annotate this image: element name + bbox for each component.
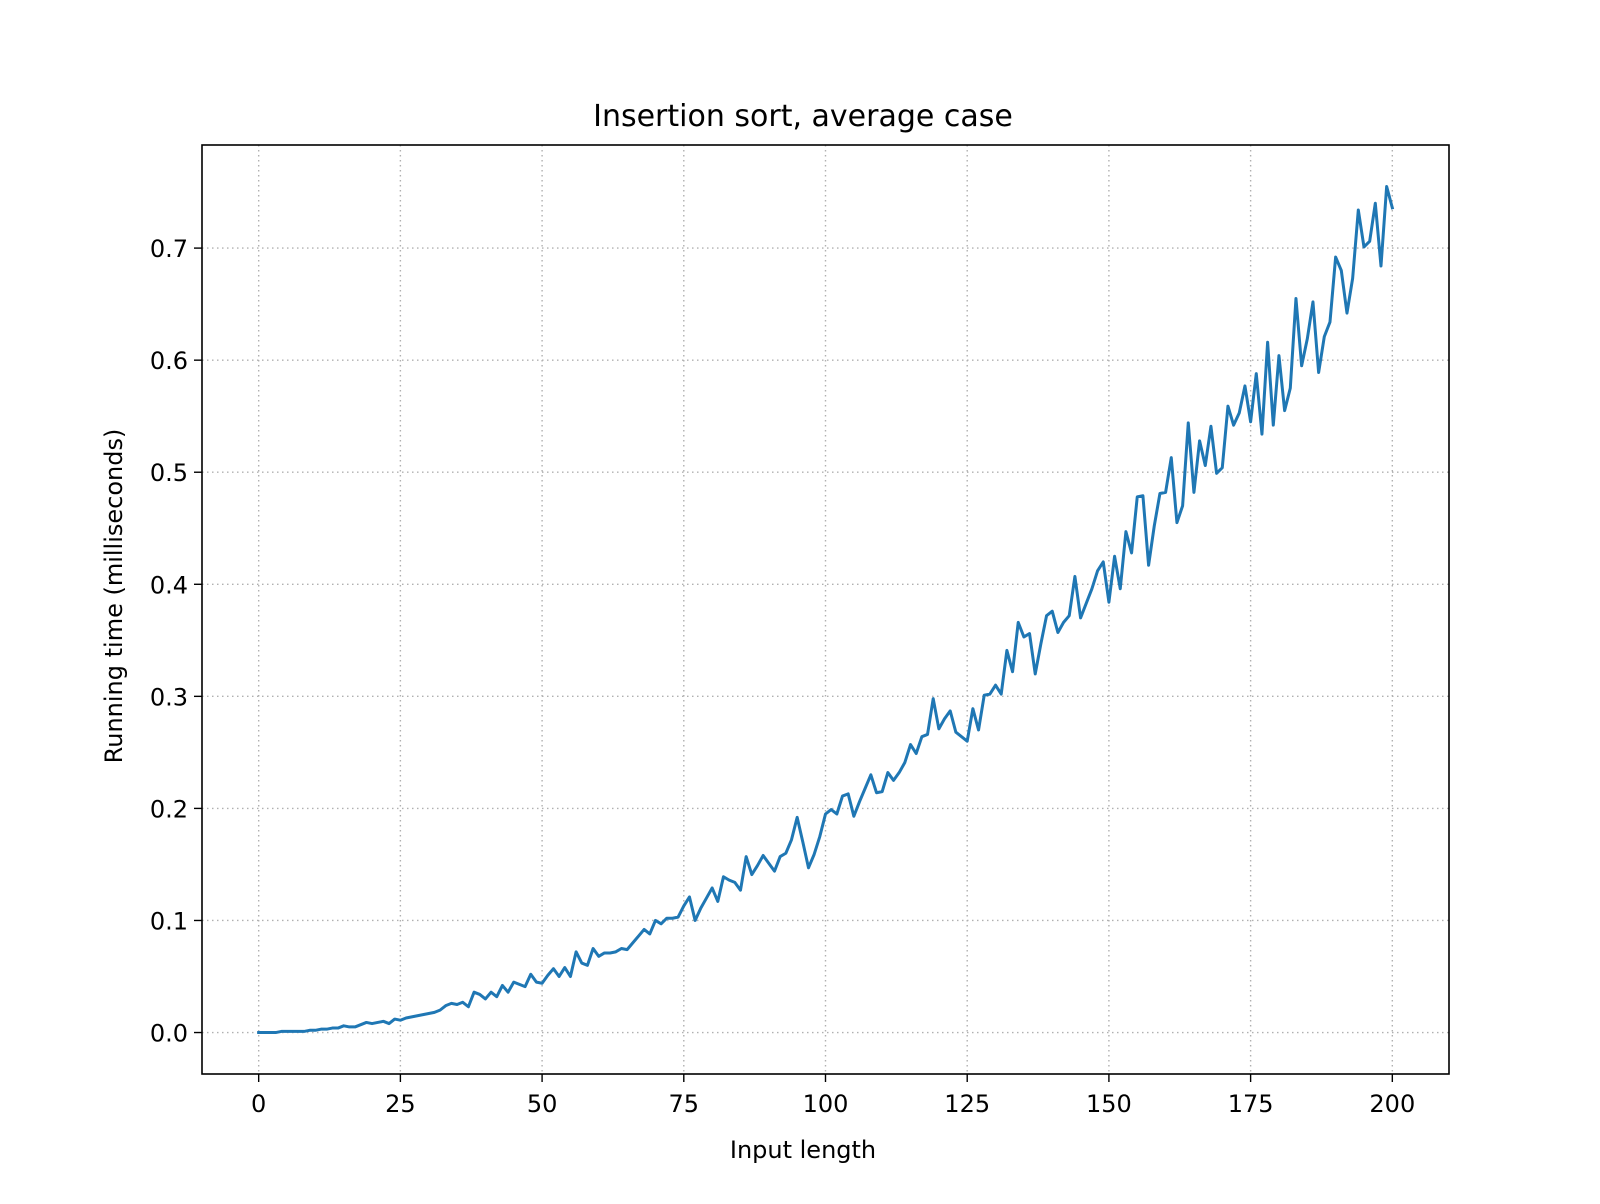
y-axis: 0.0 0.1 0.2 0.3 0.4 0.5 0.6 0.7 xyxy=(150,235,202,1048)
y-tick-label: 0.0 xyxy=(150,1020,188,1048)
series-line xyxy=(257,184,1395,1035)
y-tick-label: 0.7 xyxy=(150,235,188,263)
x-tick-label: 100 xyxy=(803,1090,849,1118)
x-axis-label: Input length xyxy=(730,1136,876,1164)
x-tick-label: 50 xyxy=(527,1090,558,1118)
x-tick-label: 150 xyxy=(1086,1090,1132,1118)
y-tick-label: 0.4 xyxy=(150,571,188,599)
x-tick-label: 175 xyxy=(1228,1090,1274,1118)
series-layer xyxy=(257,184,1395,1035)
x-axis: 0 25 50 75 100 125 150 175 200 xyxy=(251,1074,1415,1118)
x-tick-label: 125 xyxy=(944,1090,990,1118)
x-tick-label: 75 xyxy=(669,1090,700,1118)
x-tick-label: 25 xyxy=(385,1090,416,1118)
x-tick-label: 0 xyxy=(251,1090,266,1118)
y-tick-label: 0.1 xyxy=(150,907,188,935)
y-tick-label: 0.2 xyxy=(150,795,188,823)
chart-title: Insertion sort, average case xyxy=(593,99,1013,134)
y-tick-label: 0.5 xyxy=(150,459,188,487)
y-axis-label: Running time (milliseconds) xyxy=(100,429,128,764)
y-tick-label: 0.6 xyxy=(150,347,188,375)
y-tick-label: 0.3 xyxy=(150,683,188,711)
x-tick-label: 200 xyxy=(1369,1090,1415,1118)
